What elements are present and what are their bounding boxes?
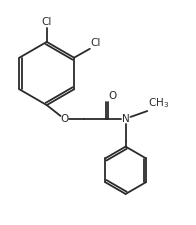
Text: N: N	[122, 114, 130, 124]
Text: O: O	[60, 114, 69, 124]
Text: Cl: Cl	[42, 17, 52, 27]
Text: O: O	[109, 91, 117, 101]
Text: CH$_3$: CH$_3$	[148, 96, 170, 110]
Text: Cl: Cl	[91, 38, 101, 48]
